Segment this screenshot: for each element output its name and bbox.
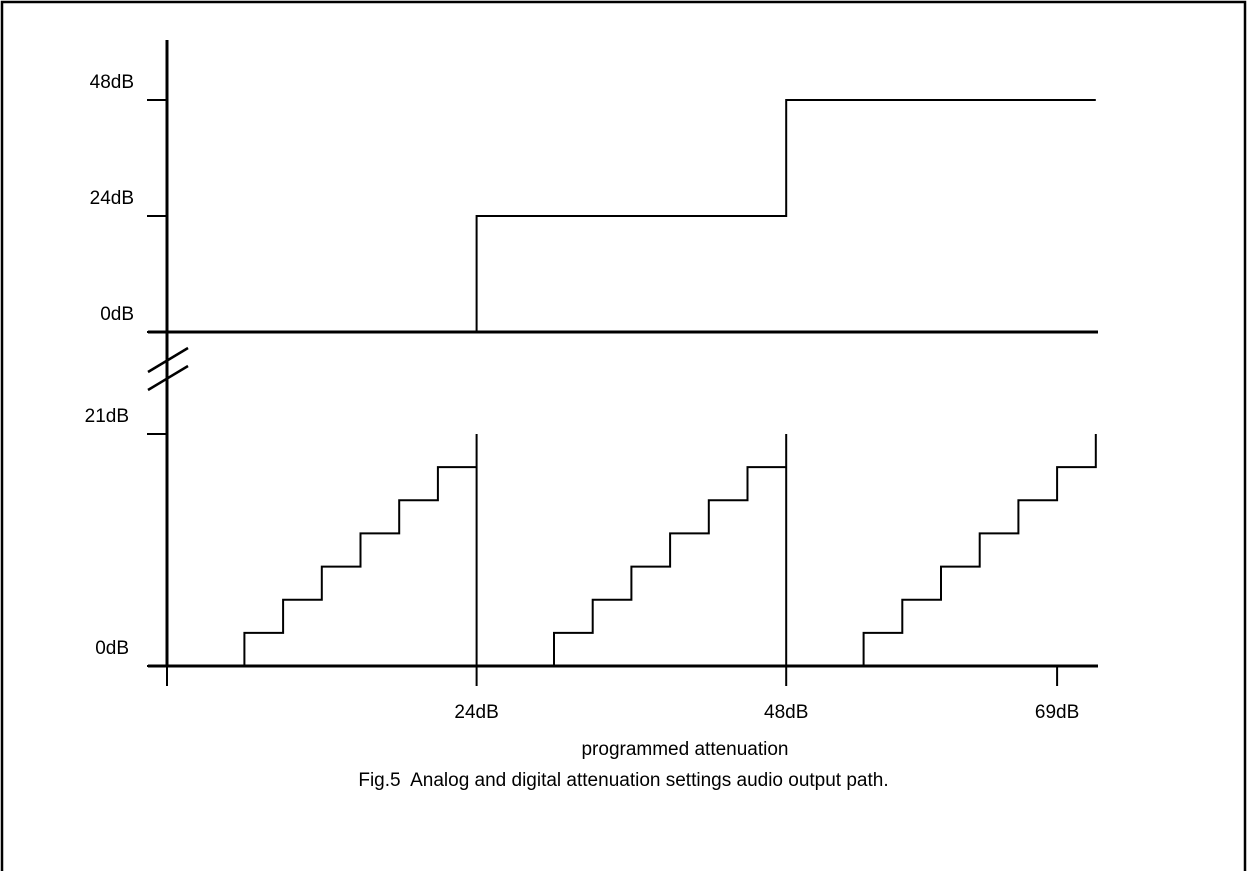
x-tick-label: 24dB [454, 702, 498, 723]
y-tick-label: 0dB [100, 304, 134, 325]
y-tick-label: 21dB [85, 406, 129, 427]
x-tick-label: 69dB [1035, 702, 1079, 723]
y-tick-label: 48dB [90, 72, 134, 93]
digital-attenuation-staircase [515, 434, 788, 667]
analog-attenuation-chart: 48dB 24dB 0dB [90, 72, 1096, 333]
digital-attenuation-chart: 21dB 0dB 24dB 48dB 69dB [85, 406, 1097, 723]
axis-break-mark [147, 364, 189, 392]
x-axis-label: programmed attenuation [581, 739, 788, 760]
figure-caption: Fig.5 Analog and digital attenuation set… [358, 770, 889, 791]
digital-attenuation-staircase [824, 434, 1097, 667]
axis-break-mark [147, 346, 189, 374]
digital-attenuation-staircase [205, 434, 478, 667]
analog-attenuation-step-line [167, 99, 1096, 333]
x-tick-label: 48dB [764, 702, 808, 723]
y-tick-label: 0dB [95, 638, 129, 659]
y-tick-label: 24dB [90, 188, 134, 209]
